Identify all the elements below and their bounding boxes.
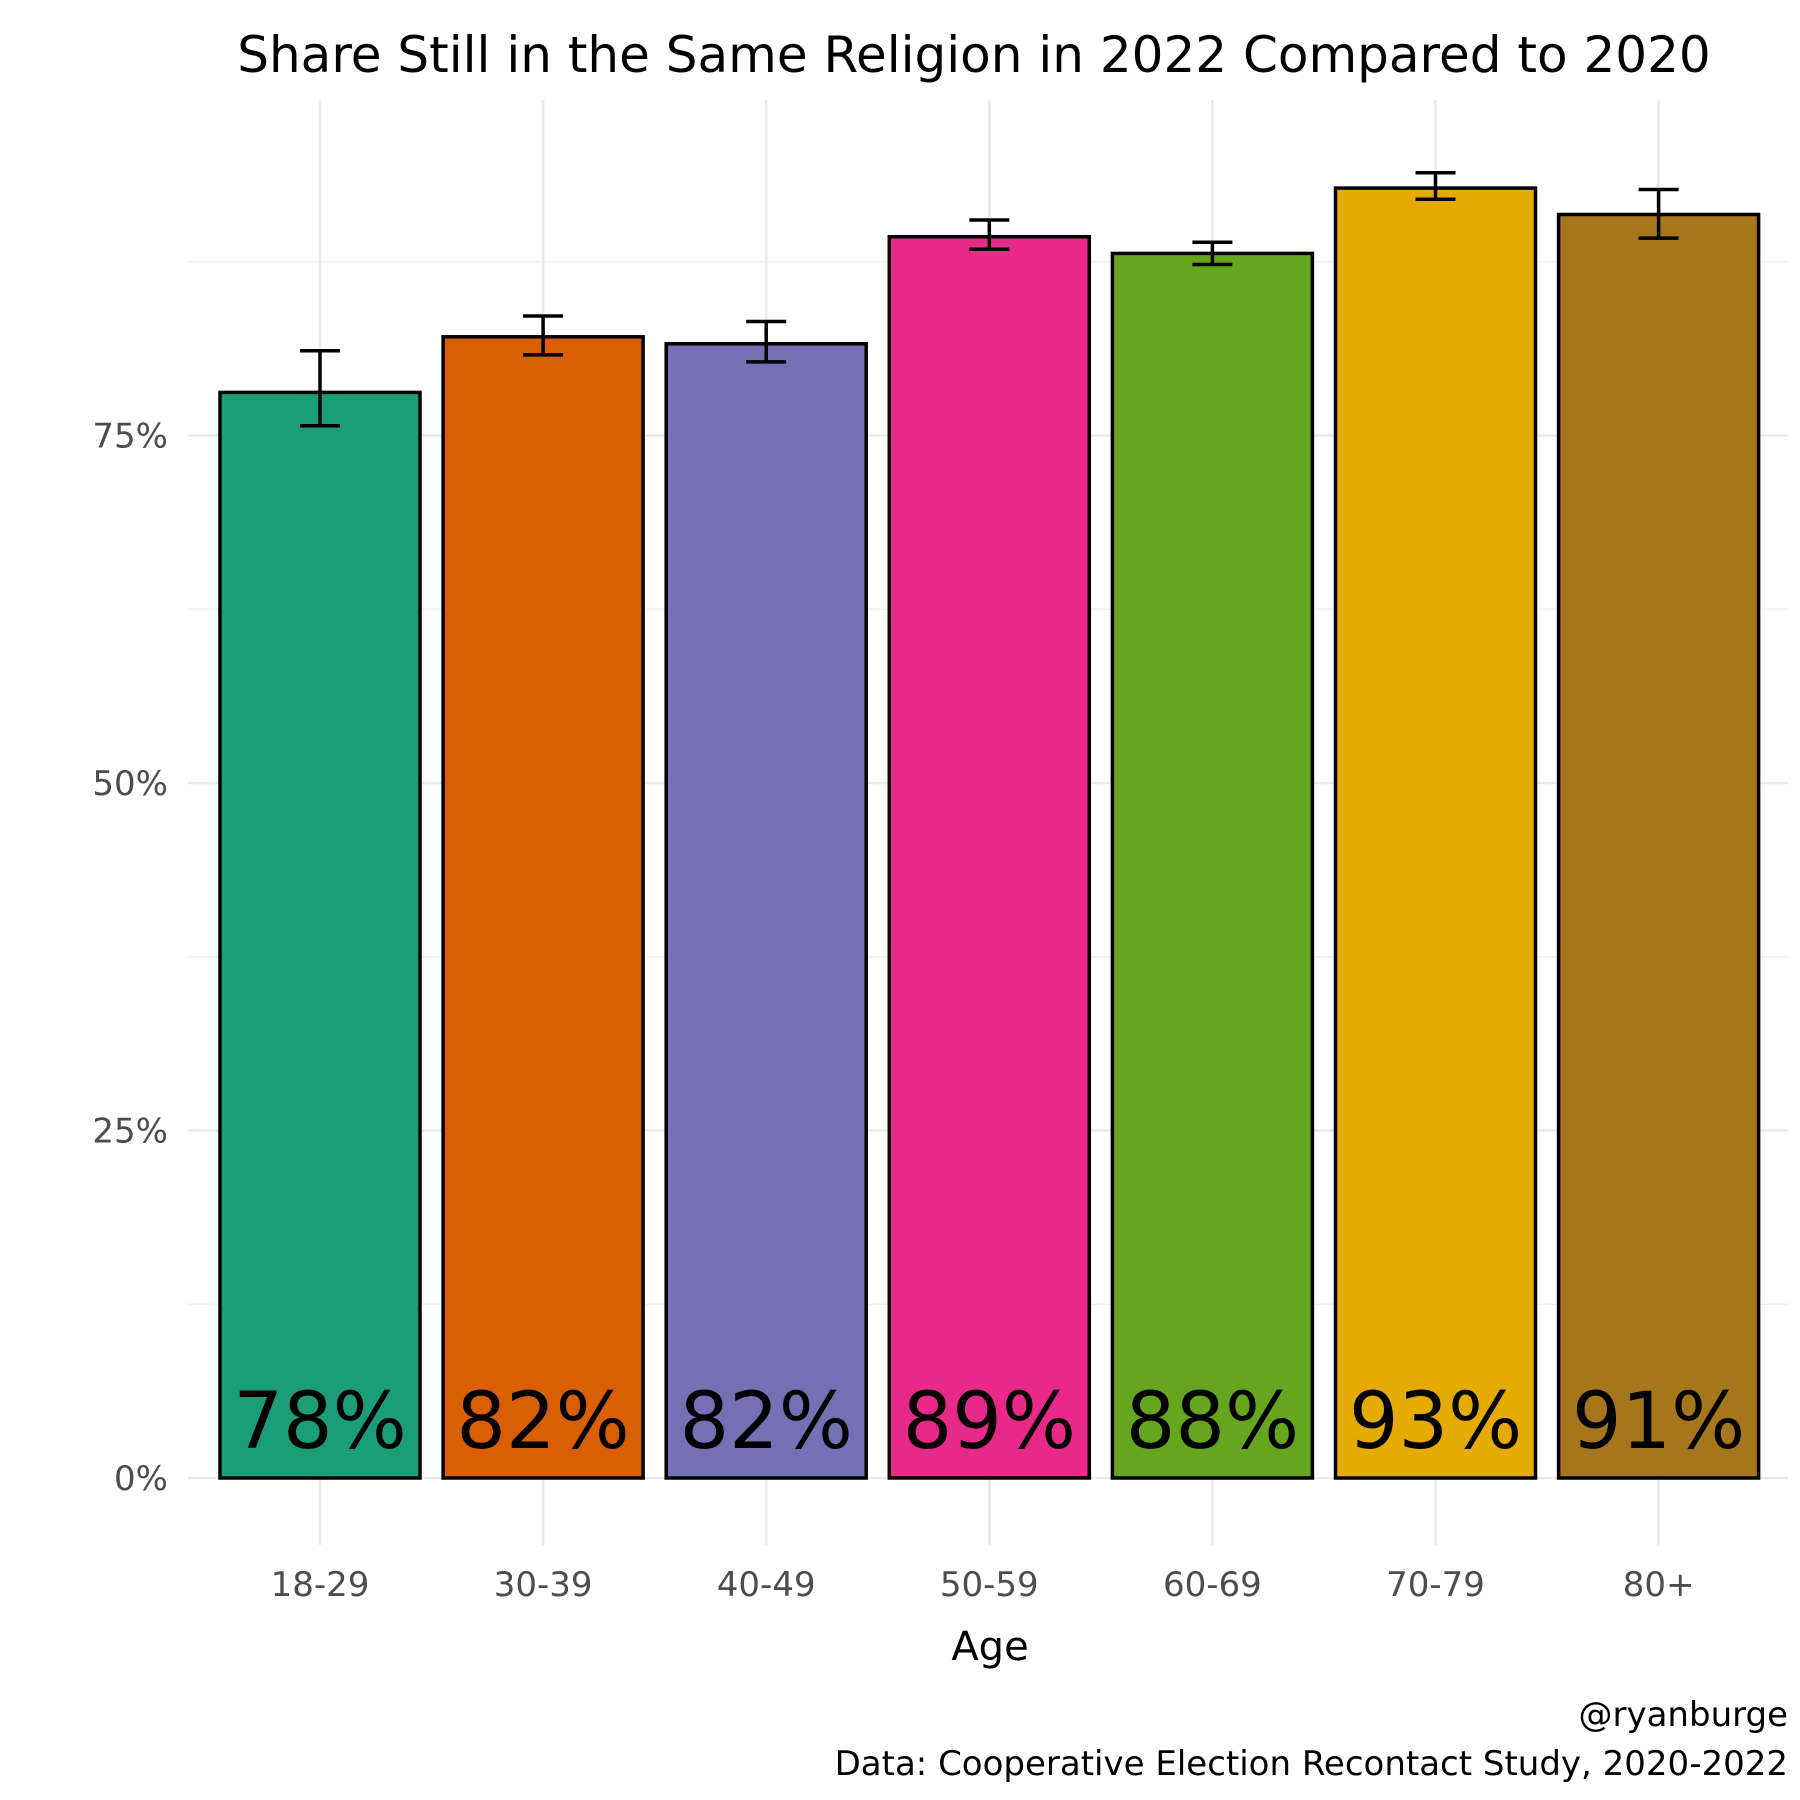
bar-value-label: 93% [1349,1377,1522,1467]
x-tick-label: 60-69 [1163,1565,1262,1605]
bar-value-label: 78% [233,1377,406,1467]
error-bar-18-29 [300,348,340,428]
y-tick-label: 75% [92,417,168,457]
x-tick-label: 30-39 [494,1565,593,1605]
error-bar-40-49 [746,319,787,364]
x-tick-label: 40-49 [717,1565,816,1605]
axis-layer: 18-29 30-39 40-49 50-59 60-69 70-79 80+ 0% 25% 50… [92,417,1694,1606]
bar-value-label: 88% [1126,1377,1299,1467]
bar-60-69 [1110,251,1315,1480]
chart-title: Share Still in the Same Religion in 2022… [237,26,1711,84]
y-tick-label: 25% [92,1112,168,1152]
y-tick-label: 0% [114,1459,168,1499]
x-tick-label: 80+ [1623,1565,1695,1605]
bar-70-79 [1333,186,1538,1480]
caption-handle: @ryanburge [1579,1695,1789,1735]
bars-layer [218,186,1761,1480]
bar-18-29 [218,390,422,1480]
error-bar-70-79 [1415,171,1456,201]
error-bars-layer [300,171,1679,428]
bar-40-49 [664,342,868,1480]
bar-50-59 [887,234,1092,1480]
y-tick-label: 50% [92,764,168,804]
error-bar-60-69 [1192,240,1233,267]
error-bar-50-59 [969,218,1010,251]
bar-30-39 [441,335,645,1480]
bar-value-label: 91% [1572,1377,1745,1467]
error-bar-80+ [1638,187,1679,240]
bar-value-label: 82% [456,1377,629,1467]
bar-80+ [1556,212,1761,1480]
x-tick-label: 50-59 [940,1565,1039,1605]
bar-value-label: 82% [680,1377,853,1467]
bar-value-label: 89% [903,1377,1076,1467]
x-tick-label: 70-79 [1386,1565,1485,1605]
x-tick-label: 18-29 [271,1565,370,1605]
caption-source: Data: Cooperative Election Recontact Stu… [835,1744,1788,1784]
x-axis-title: Age [951,1624,1028,1670]
bar-labels-layer: 78% 82% 82% 89% 88% 93% 91% [233,1377,1745,1467]
error-bar-30-39 [523,314,564,357]
